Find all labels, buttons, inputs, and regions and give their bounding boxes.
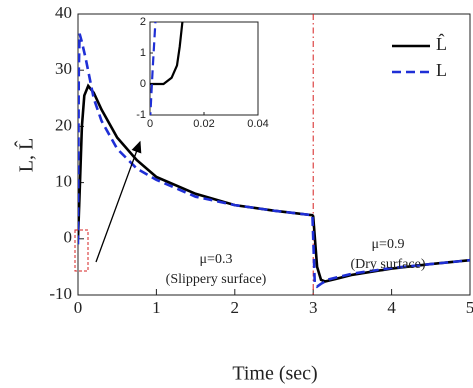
x-tick-label: 4: [387, 298, 396, 317]
y-tick-label: 30: [55, 59, 72, 78]
x-axis-label: Time (sec): [232, 363, 317, 385]
y-tick-label: -10: [49, 284, 72, 303]
data-line: [150, 22, 157, 115]
y-tick-label: 40: [55, 3, 72, 22]
annotation: μ=0.9: [372, 237, 405, 252]
x-tick-label: 0: [147, 118, 153, 130]
annotation: μ=0.3: [200, 252, 233, 267]
data-line: [150, 22, 184, 86]
y-axis-label: L, L̂: [14, 138, 38, 172]
y-tick-label: 2: [140, 16, 146, 28]
zoom-arrow: [95, 140, 142, 263]
annotation: (Slippery surface): [166, 272, 267, 287]
plot-area: [77, 13, 471, 296]
x-tick-label: 5: [466, 298, 473, 317]
y-tick-label: 0: [140, 78, 146, 90]
data-line: [78, 33, 470, 289]
legend-label: L̂: [436, 34, 447, 55]
zoom-box: [74, 229, 89, 272]
y-tick-label: 10: [55, 172, 72, 191]
legend-label: L: [436, 60, 447, 80]
y-tick-label: 0: [64, 228, 73, 247]
x-tick-label: 0.02: [193, 118, 214, 130]
y-tick-label: 1: [140, 47, 146, 59]
y-tick-label: 20: [55, 115, 72, 134]
x-tick-label: 1: [152, 298, 161, 317]
x-tick-label: 3: [309, 298, 318, 317]
inset-area: [149, 21, 259, 116]
x-tick-label: 2: [231, 298, 240, 317]
x-tick-label: 0: [74, 298, 83, 317]
annotation: (Dry surface): [350, 257, 425, 272]
y-tick-label: -1: [136, 109, 146, 121]
x-tick-label: 0.04: [247, 118, 268, 130]
